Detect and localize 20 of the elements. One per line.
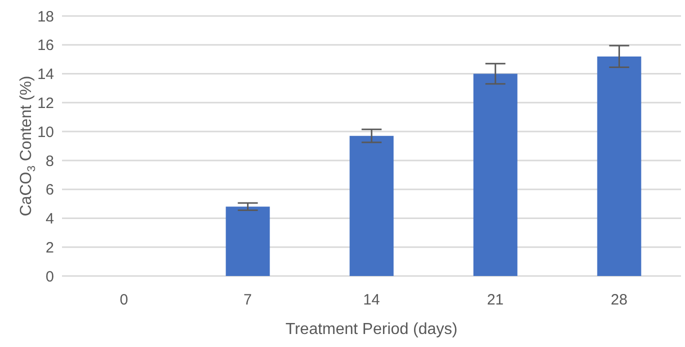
y-tick-label: 12	[37, 94, 54, 112]
x-tick-label: 28	[610, 292, 628, 309]
y-tick-label: 0	[46, 268, 54, 286]
bar	[226, 206, 270, 276]
x-tick-label: 21	[486, 292, 504, 309]
x-tick-label: 7	[244, 292, 252, 309]
bar	[473, 74, 518, 276]
y-tick-label: 8	[46, 152, 54, 170]
y-tick-label: 10	[37, 124, 54, 141]
y-tick-label: 18	[37, 8, 54, 26]
y-tick-label: 4	[46, 210, 54, 228]
y-tick-label: 14	[37, 66, 54, 84]
y-tick-label: 6	[46, 182, 54, 199]
y-tick-label: 16	[37, 37, 54, 54]
y-tick-label: 2	[46, 239, 54, 256]
bar	[597, 56, 642, 276]
bar	[350, 136, 394, 276]
x-tick-label: 14	[363, 292, 380, 309]
x-tick-label: 0	[120, 292, 128, 309]
x-axis-title: Treatment Period (days)	[286, 321, 458, 338]
